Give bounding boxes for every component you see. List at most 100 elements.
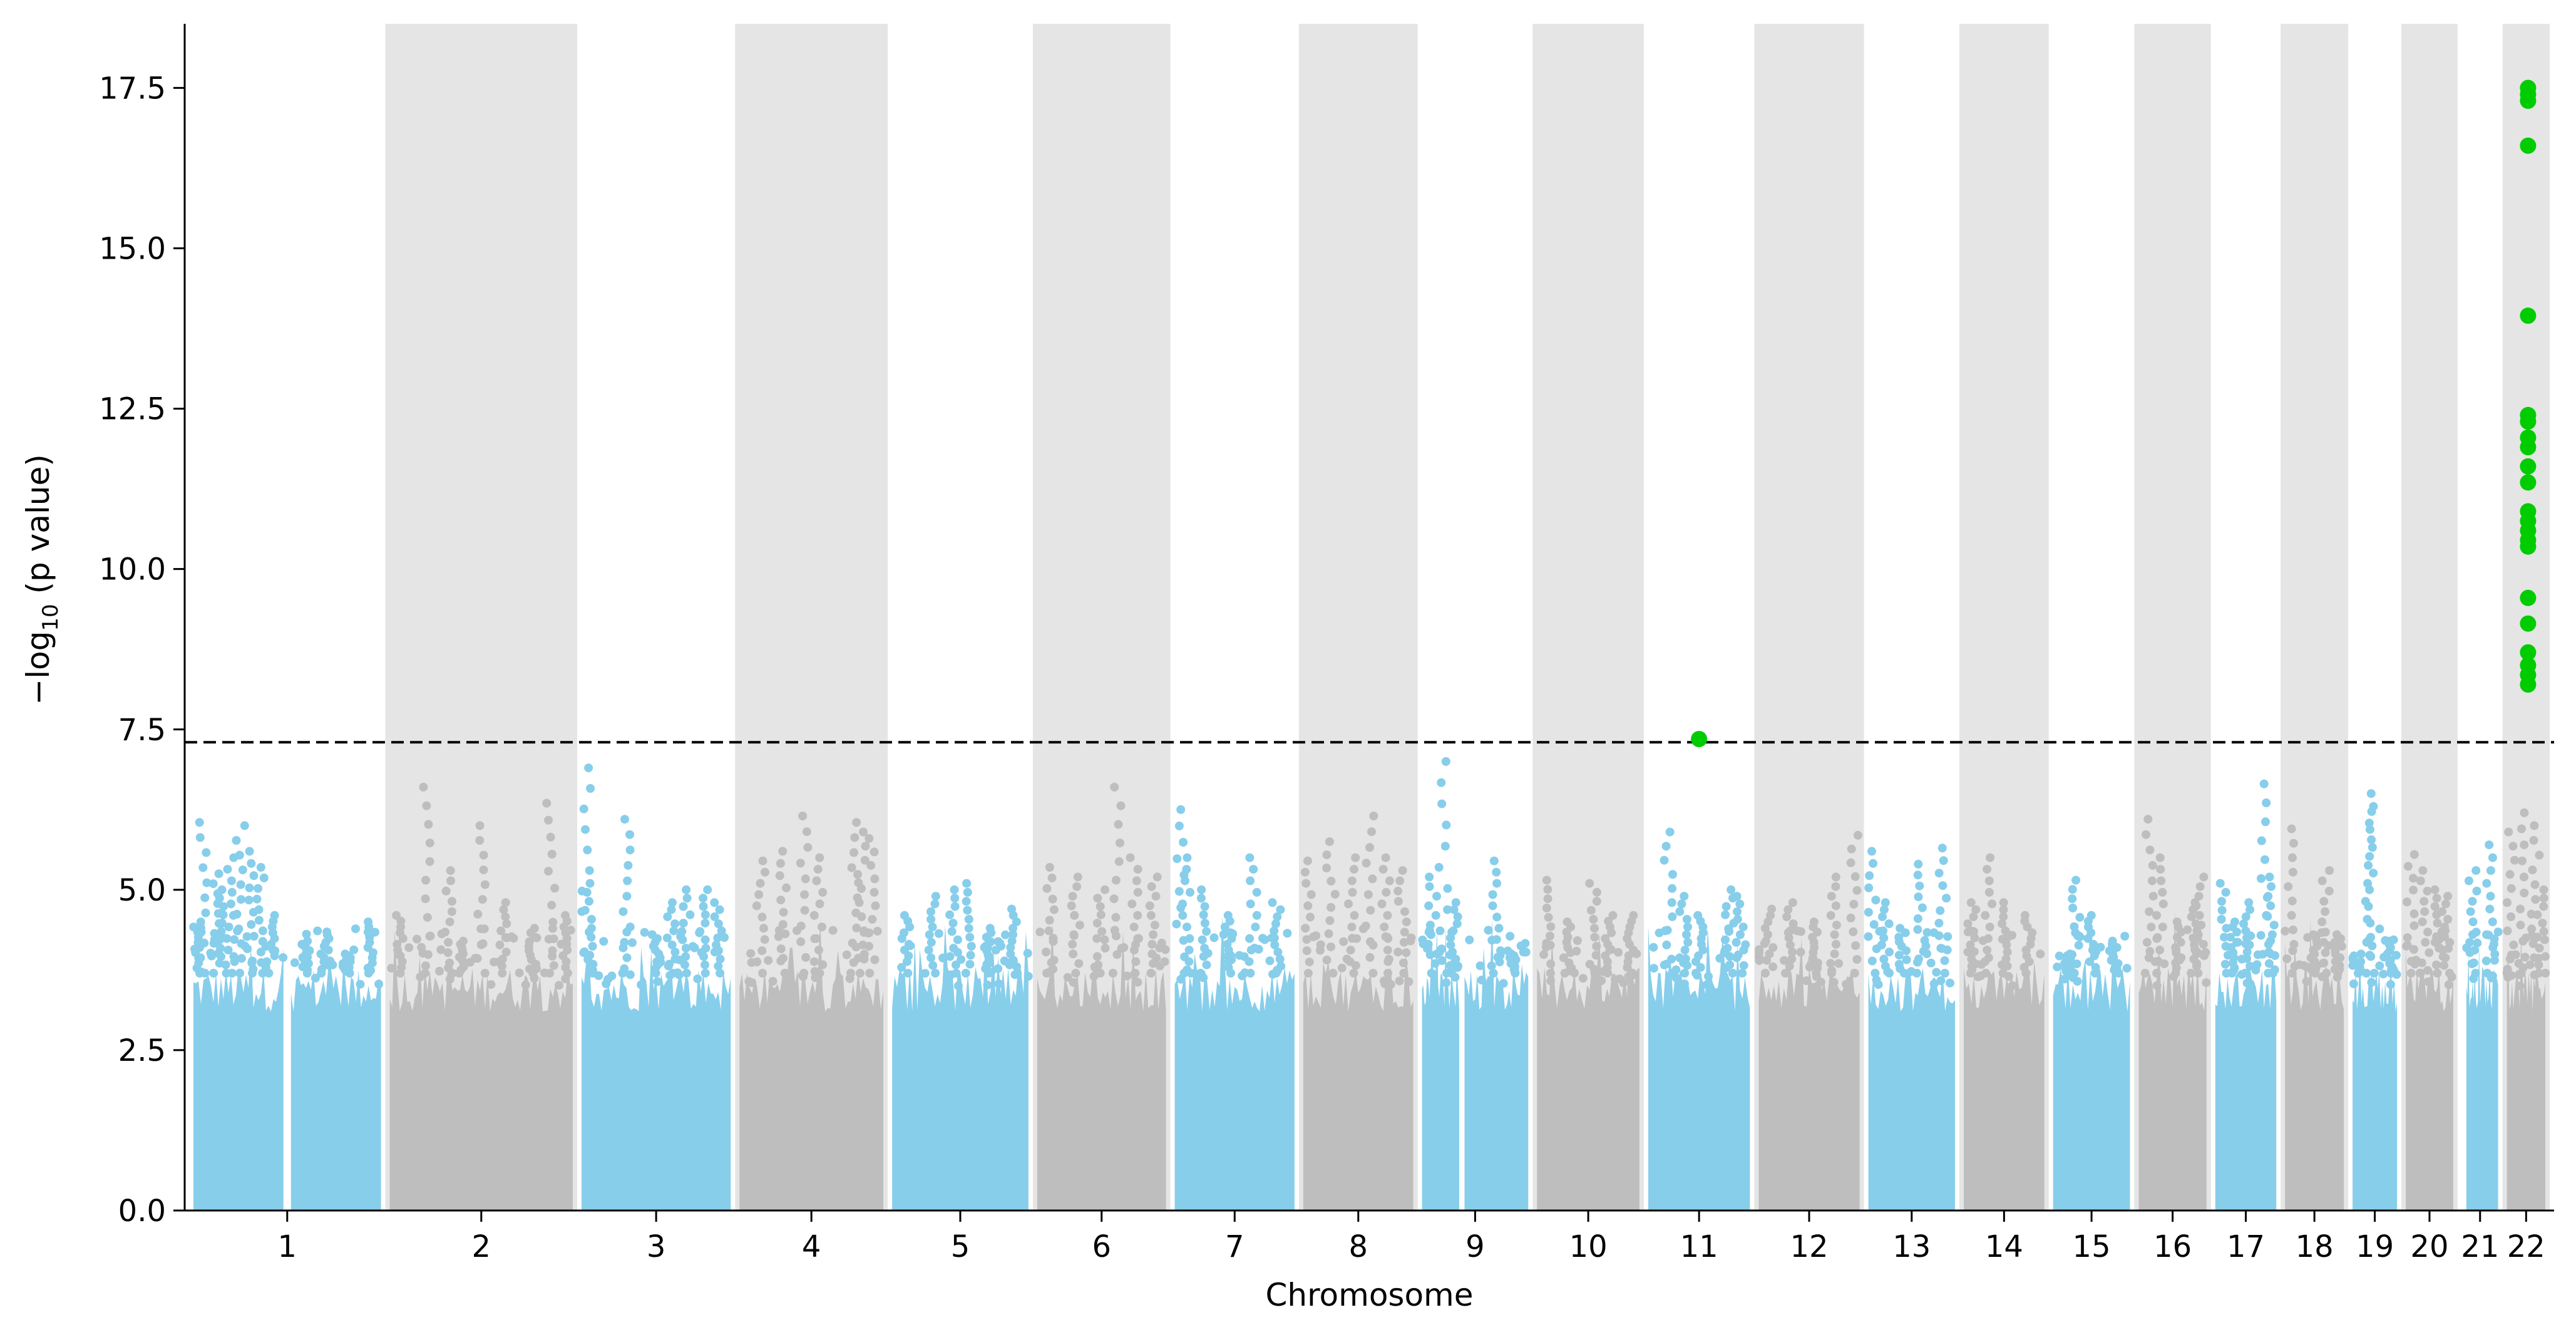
peak-point	[1894, 951, 1904, 960]
peak-point	[1683, 961, 1692, 970]
peak-point	[679, 902, 688, 911]
peak-point	[2113, 959, 2123, 968]
peak-point	[1781, 969, 1790, 978]
peak-point	[2068, 950, 2076, 959]
peak-point	[2509, 940, 2518, 949]
peak-point	[2194, 892, 2204, 901]
scatter-point	[2160, 959, 2169, 968]
scatter-point	[2055, 951, 2064, 961]
peak-point	[1784, 933, 1793, 942]
peak-point	[1361, 921, 1370, 931]
peak-point	[2187, 969, 2196, 978]
peak-point	[237, 939, 246, 948]
scatter-point	[720, 933, 729, 942]
peak-point	[2471, 866, 2481, 875]
peak-point	[1849, 899, 1859, 909]
peak-point	[1245, 853, 1255, 862]
peak-point	[215, 935, 225, 944]
scatter-point	[1932, 968, 1941, 977]
peak-point	[1270, 933, 1279, 942]
peak-point	[2430, 902, 2440, 911]
peak-point	[2266, 949, 2276, 959]
peak-point	[2264, 892, 2273, 901]
peak-point	[1349, 969, 1358, 978]
peak-point	[1881, 961, 1890, 971]
peak-point	[1853, 830, 1862, 840]
peak-point	[756, 879, 765, 888]
peak-point	[2486, 892, 2495, 901]
peak-point	[499, 905, 508, 914]
peak-point	[2520, 872, 2528, 882]
peak-point	[2366, 789, 2376, 798]
peak-point	[1302, 935, 1311, 944]
peak-point	[446, 866, 455, 875]
peak-point	[2068, 885, 2077, 894]
peak-point	[1785, 926, 1795, 936]
peak-point	[2267, 882, 2276, 891]
peak-point	[1133, 911, 1142, 920]
peak-point	[1739, 946, 1748, 955]
peak-point	[1074, 959, 1084, 968]
peak-point	[1096, 969, 1105, 978]
peak-point	[667, 905, 676, 914]
peak-point	[1246, 969, 1255, 978]
chromosome-points-9-1	[1422, 924, 1459, 1211]
peak-point	[218, 902, 228, 911]
scatter-point	[640, 927, 649, 937]
peak-point	[1132, 876, 1141, 885]
peak-point	[217, 952, 226, 961]
x-tick-label-8: 8	[1349, 1229, 1368, 1264]
peak-point	[1101, 885, 1109, 894]
scatter-point	[302, 929, 311, 939]
scatter-point	[828, 926, 838, 935]
peak-point	[712, 940, 721, 949]
peak-point	[1830, 930, 1839, 939]
peak-point	[1492, 912, 1502, 922]
peak-point	[703, 885, 712, 894]
peak-point	[258, 937, 267, 946]
scatter-point	[1209, 933, 1219, 942]
peak-point	[1443, 905, 1452, 914]
peak-point	[2438, 930, 2447, 939]
scatter-point	[1157, 938, 1166, 947]
peak-point	[1765, 949, 1774, 959]
peak-point	[480, 880, 490, 889]
peak-point	[1788, 947, 1797, 957]
significant-hit-point	[2520, 538, 2537, 555]
peak-point	[1914, 892, 1923, 902]
peak-point	[1896, 924, 1905, 933]
peak-point	[1400, 907, 1409, 916]
peak-point	[1963, 947, 1973, 957]
peak-point	[622, 892, 632, 901]
peak-point	[1984, 876, 1994, 885]
peak-point	[2020, 911, 2029, 920]
peak-point	[1507, 949, 1516, 959]
peak-point	[2220, 932, 2229, 942]
peak-point	[2365, 885, 2374, 894]
scatter-point	[786, 979, 795, 989]
peak-point	[2221, 887, 2230, 897]
peak-point	[2068, 904, 2078, 912]
peak-point	[1675, 953, 1685, 963]
scatter-point	[486, 980, 496, 989]
peak-point	[681, 944, 690, 953]
scatter-point	[2391, 951, 2401, 960]
peak-point	[200, 893, 210, 902]
peak-point	[1735, 930, 1745, 939]
scatter-point	[1499, 979, 1508, 988]
peak-point	[1351, 853, 1360, 862]
peak-point	[1451, 954, 1460, 964]
scatter-point	[1649, 942, 1658, 952]
peak-point	[546, 832, 555, 842]
y-tick-label: 15.0	[99, 232, 166, 267]
peak-point	[812, 876, 821, 885]
peak-point	[256, 947, 265, 957]
peak-point	[1383, 969, 1392, 978]
chromosome-points-21	[2466, 942, 2498, 1211]
scatter-point	[994, 979, 1003, 988]
significant-hits	[1691, 80, 2537, 748]
peak-point	[2349, 951, 2359, 961]
peak-point	[625, 922, 635, 932]
peak-point	[1489, 969, 1498, 978]
peak-point	[2070, 922, 2079, 931]
